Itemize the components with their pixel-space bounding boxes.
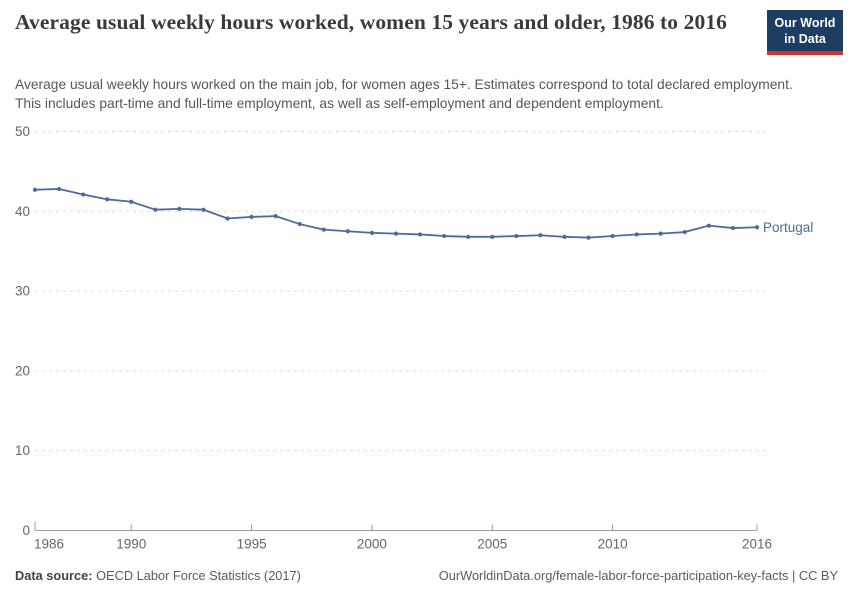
data-source-label: Data source: [15,568,93,583]
y-tick-label: 30 [15,284,30,299]
chart-footer: Data source: OECD Labor Force Statistics… [15,568,838,583]
x-tick-label: 1990 [116,537,146,552]
footer-link[interactable]: OurWorldinData.org/female-labor-force-pa… [438,568,838,583]
data-source: Data source: OECD Labor Force Statistics… [15,568,301,583]
x-tick-label: 1986 [34,537,64,552]
data-point[interactable] [393,231,399,236]
owid-logo-line1: Our World [774,16,836,30]
data-point[interactable] [682,229,687,235]
data-point[interactable] [249,214,254,219]
data-point[interactable] [105,197,110,202]
line-chart: 0 10 20 30 40 50 1986 1990 1995 2000 2005 2010 2016 P… [15,124,813,552]
data-point[interactable] [706,223,711,228]
data-point[interactable] [538,233,543,238]
series-entity-label: Portugal [763,220,813,235]
y-tick-label: 40 [15,204,30,219]
data-point[interactable] [177,206,182,212]
data-point[interactable] [417,232,423,237]
data-point[interactable] [514,233,519,239]
data-point[interactable] [56,186,62,192]
data-point[interactable] [562,234,567,239]
data-point[interactable] [129,199,134,204]
x-tick-label: 2000 [357,537,387,552]
data-point[interactable] [466,234,471,239]
data-point[interactable] [730,225,736,231]
data-point[interactable] [658,231,663,236]
data-point[interactable] [225,216,230,221]
data-point[interactable] [32,187,38,192]
data-point[interactable] [442,233,447,239]
data-point[interactable] [345,229,350,234]
data-source-value: OECD Labor Force Statistics (2017) [96,568,301,583]
data-point[interactable] [153,207,158,212]
x-tick-label: 2016 [742,537,772,552]
data-point[interactable] [81,192,86,197]
y-tick-label: 20 [15,363,30,378]
x-tick-label: 1995 [237,537,267,552]
data-point[interactable] [586,235,591,240]
data-point[interactable] [273,213,278,219]
page-title: Average usual weekly hours worked, women… [15,10,728,34]
data-point[interactable] [369,230,375,235]
data-point[interactable] [754,225,760,230]
owid-logo-line2: in Data [784,31,826,46]
data-point[interactable] [610,233,615,239]
data-point[interactable] [321,227,326,232]
x-tick-label: 2010 [598,537,628,552]
y-tick-label: 50 [15,124,30,139]
data-point[interactable] [490,234,495,239]
y-tick-label: 0 [22,523,30,538]
x-tick-label: 2005 [477,537,507,552]
data-point[interactable] [201,207,206,212]
series-line [34,188,758,239]
data-point[interactable] [634,232,639,237]
chart-subtitle: Average usual weekly hours worked on the… [15,77,793,111]
owid-logo[interactable]: Our World in Data [767,10,843,55]
data-point[interactable] [297,221,302,227]
y-tick-label: 10 [15,443,30,458]
